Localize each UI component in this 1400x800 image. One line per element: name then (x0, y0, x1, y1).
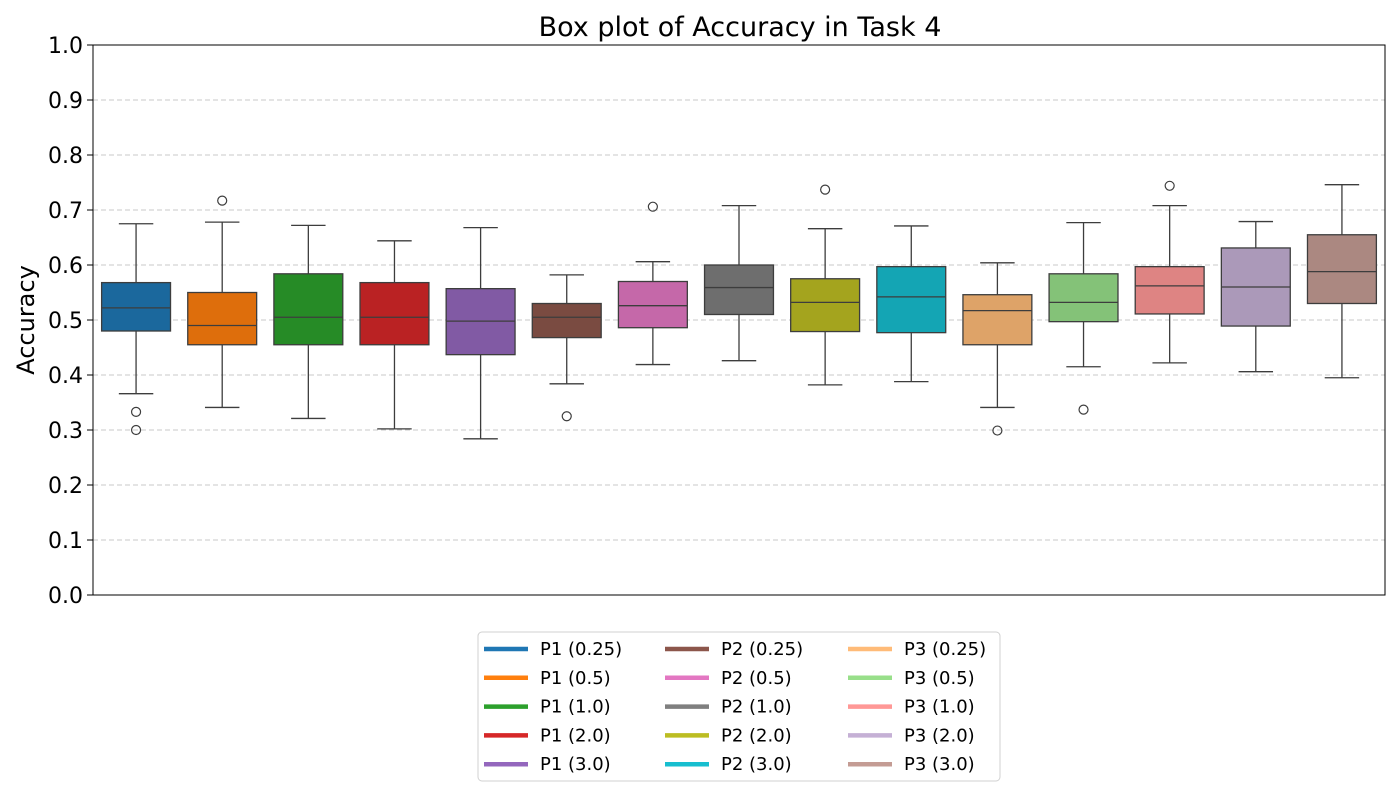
outlier-point (647, 201, 658, 212)
plot-frame (92, 44, 1386, 596)
legend-item: P2 (2.0) (665, 725, 792, 746)
legend-item: P3 (0.5) (848, 668, 975, 689)
legend-label: P1 (3.0) (540, 754, 611, 775)
box-iqr (1306, 234, 1378, 305)
legend-item: P3 (0.25) (848, 639, 986, 660)
y-tick-label: 0.0 (48, 584, 83, 609)
legend-label: P2 (0.5) (721, 668, 792, 689)
y-tick-label: 0.9 (48, 89, 83, 114)
box-12 (1048, 221, 1119, 415)
box-iqr (273, 273, 344, 346)
y-tick-label: 0.7 (48, 199, 83, 224)
legend-frame (477, 631, 1001, 782)
box-iqr (100, 281, 172, 332)
legend-label: P1 (0.25) (540, 639, 622, 660)
outlier-point (1164, 180, 1175, 191)
box-iqr (1134, 265, 1205, 315)
box-13 (1134, 180, 1205, 364)
box-iqr (703, 264, 775, 316)
legend-item: P1 (3.0) (484, 754, 611, 775)
legend-label: P1 (0.5) (540, 668, 611, 689)
legend-label: P2 (3.0) (721, 754, 792, 775)
legend-label: P3 (2.0) (904, 725, 975, 746)
legend-item: P3 (3.0) (848, 754, 975, 775)
legend-item: P1 (2.0) (484, 725, 611, 746)
y-axis-ticks: 0.0 0.1 0.2 0.3 0.4 0.5 0.6 0.7 0.8 0.9 1.0 (48, 34, 93, 609)
box-iqr (617, 280, 688, 329)
box-3 (273, 224, 344, 420)
legend-label: P2 (2.0) (721, 725, 792, 746)
box-iqr (876, 265, 947, 334)
legend-label: P3 (0.25) (904, 639, 986, 660)
box-1 (100, 223, 172, 436)
box-6 (531, 274, 602, 422)
outlier-point (820, 184, 831, 195)
legend-label: P2 (0.25) (721, 639, 803, 660)
legend-item: P1 (0.25) (484, 639, 622, 660)
legend-label: P3 (1.0) (904, 697, 975, 718)
legend-label: P2 (1.0) (721, 697, 792, 718)
legend-item: P2 (0.25) (665, 639, 803, 660)
legend-label: P1 (2.0) (540, 725, 611, 746)
legend-label: P1 (1.0) (540, 697, 611, 718)
chart-title: Box plot of Accuracy in Task 4 (539, 12, 942, 43)
legend-item: P2 (1.0) (665, 697, 792, 718)
outlier-point (130, 406, 142, 417)
y-tick-label: 0.3 (48, 419, 83, 444)
outlier-point (217, 195, 228, 206)
legend: P1 (0.25) P1 (0.5) P1 (1.0) P1 (2.0) P1 (3.0… (477, 631, 1001, 782)
y-tick-label: 0.6 (48, 254, 83, 279)
y-tick-label: 0.2 (48, 474, 83, 499)
box-5 (445, 226, 516, 440)
y-axis-title: Accuracy (12, 265, 40, 375)
y-tick-label: 0.4 (48, 364, 83, 389)
y-tick-label: 0.5 (48, 309, 83, 334)
legend-item: P1 (1.0) (484, 697, 611, 718)
boxes (100, 180, 1378, 440)
outlier-point (992, 425, 1003, 436)
box-4 (359, 240, 430, 430)
box-10 (876, 225, 947, 383)
legend-item: P3 (1.0) (848, 697, 975, 718)
y-tick-label: 1.0 (48, 34, 83, 59)
outlier-point (1078, 404, 1089, 415)
box-9 (790, 184, 861, 386)
legend-label: P3 (3.0) (904, 754, 975, 775)
box-14 (1220, 220, 1291, 373)
box-7 (617, 201, 688, 366)
outlier-point (130, 424, 142, 436)
box-iqr (359, 281, 430, 346)
box-11 (962, 262, 1033, 436)
box-iqr (531, 302, 602, 339)
box-2 (187, 195, 258, 409)
outlier-point (561, 411, 572, 422)
box-iqr (962, 294, 1033, 346)
box-iqr (1048, 273, 1119, 323)
y-tick-label: 0.8 (48, 144, 83, 169)
box-8 (703, 204, 775, 362)
legend-item: P2 (3.0) (665, 754, 792, 775)
box-15 (1306, 184, 1378, 379)
box-iqr (790, 278, 861, 333)
y-tick-label: 0.1 (48, 529, 83, 554)
box-iqr (187, 291, 258, 346)
legend-item: P2 (0.5) (665, 668, 792, 689)
legend-label: P3 (0.5) (904, 668, 975, 689)
legend-item: P1 (0.5) (484, 668, 611, 689)
legend-item: P3 (2.0) (848, 725, 975, 746)
